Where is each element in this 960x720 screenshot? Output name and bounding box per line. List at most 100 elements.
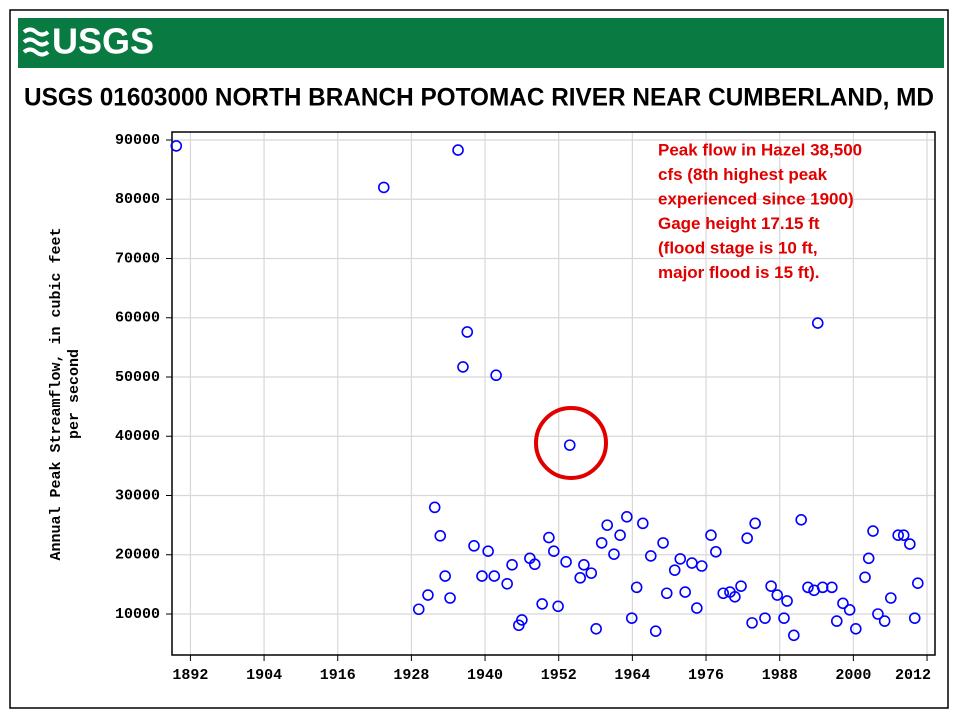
data-point xyxy=(482,545,494,557)
data-point xyxy=(859,571,871,584)
data-point xyxy=(771,589,784,601)
data-point xyxy=(657,537,669,549)
data-point xyxy=(552,600,564,613)
x-tick-label: 1988 xyxy=(762,667,798,684)
data-point xyxy=(705,529,717,541)
data-point xyxy=(872,608,884,620)
data-point xyxy=(578,559,590,571)
annotation-line: experienced since 1900) xyxy=(658,189,854,208)
logo-text: USGS xyxy=(52,21,154,62)
data-point xyxy=(765,580,777,592)
data-point xyxy=(908,612,921,624)
data-point xyxy=(735,580,747,592)
data-point xyxy=(563,439,576,451)
data-point xyxy=(560,556,572,568)
data-point xyxy=(490,369,502,382)
y-tick-label: 60000 xyxy=(115,310,160,327)
data-point xyxy=(644,550,657,562)
annotation: Peak flow in Hazel 38,500 cfs (8th highes… xyxy=(658,140,862,282)
data-point xyxy=(850,623,862,635)
data-point xyxy=(668,564,681,576)
data-point xyxy=(826,581,838,594)
data-point xyxy=(878,615,891,627)
data-point xyxy=(695,560,708,572)
logo-wave xyxy=(22,27,50,57)
x-tick-label: 1892 xyxy=(172,667,208,684)
y-tick-label: 90000 xyxy=(115,132,160,149)
data-point xyxy=(892,529,904,541)
x-tick-label: 1976 xyxy=(688,667,724,684)
highlight-circle xyxy=(534,406,608,480)
data-point xyxy=(468,540,480,552)
data-point xyxy=(679,586,691,598)
data-point xyxy=(601,519,614,531)
data-point xyxy=(885,592,897,604)
y-tick-label: 20000 xyxy=(115,547,160,564)
data-point xyxy=(710,545,722,558)
data-point xyxy=(536,598,548,610)
data-point xyxy=(428,501,441,514)
annotation-line: Peak flow in Hazel 38,500 xyxy=(658,140,862,159)
grid xyxy=(172,132,935,655)
plot-border xyxy=(171,131,936,656)
data-point xyxy=(170,140,183,152)
data-point xyxy=(674,553,687,565)
data-point xyxy=(778,612,790,624)
data-point xyxy=(830,615,843,627)
x-tick-label: 2012 xyxy=(895,667,931,684)
y-tick-label: 80000 xyxy=(115,191,160,208)
data-point xyxy=(434,529,447,542)
data-point xyxy=(528,558,541,571)
annotation-line: Gage height 17.15 ft xyxy=(658,214,820,233)
x-tick-label: 1916 xyxy=(320,667,356,684)
data-point xyxy=(476,570,488,582)
banner xyxy=(18,18,944,68)
annotation-line: cfs (8th highest peak xyxy=(658,165,828,184)
data-point xyxy=(837,597,849,610)
y-tick-label: 30000 xyxy=(115,487,160,504)
x-tick-label: 2000 xyxy=(835,667,871,684)
data-point xyxy=(630,581,643,594)
data-point xyxy=(595,537,608,549)
data-point xyxy=(729,591,741,603)
data-point xyxy=(795,513,807,526)
data-point xyxy=(897,529,910,541)
x-tick-label: 1952 xyxy=(541,667,577,684)
data-point xyxy=(422,589,434,601)
data-point xyxy=(452,144,464,156)
data-point xyxy=(501,577,513,590)
data-point xyxy=(912,577,924,589)
annotation-line: (flood stage is 10 ft, xyxy=(658,238,818,257)
data-point xyxy=(746,617,758,629)
y-tick-label: 50000 xyxy=(115,369,160,386)
data-point xyxy=(904,538,916,550)
x-tick-label: 1940 xyxy=(467,667,503,684)
x-tick-label: 1904 xyxy=(246,667,282,684)
x-tick-label: 1928 xyxy=(393,667,429,684)
data-point xyxy=(574,572,587,584)
data-point xyxy=(548,545,560,557)
data-point xyxy=(614,529,626,541)
data-point xyxy=(781,595,793,607)
y-tick-label: 10000 xyxy=(115,606,160,623)
x-tick-label: 1964 xyxy=(614,667,650,684)
data-point xyxy=(488,570,501,582)
y-axis-label: Annual Peak Streamflow, in cubic feet xyxy=(48,227,65,560)
data-point xyxy=(843,604,856,616)
data-point xyxy=(621,511,633,523)
data-point xyxy=(660,587,673,600)
data-point xyxy=(543,531,555,544)
data-point xyxy=(802,581,814,594)
data-point xyxy=(691,602,703,614)
data-point xyxy=(867,525,879,537)
data-point xyxy=(759,612,771,624)
data-point xyxy=(457,361,469,373)
data-point xyxy=(506,559,518,571)
data-point xyxy=(516,614,528,626)
data-point xyxy=(637,517,649,530)
data-point xyxy=(741,532,753,544)
data-point xyxy=(717,587,730,600)
y-tick-label: 40000 xyxy=(115,428,160,445)
data-point xyxy=(811,317,824,329)
